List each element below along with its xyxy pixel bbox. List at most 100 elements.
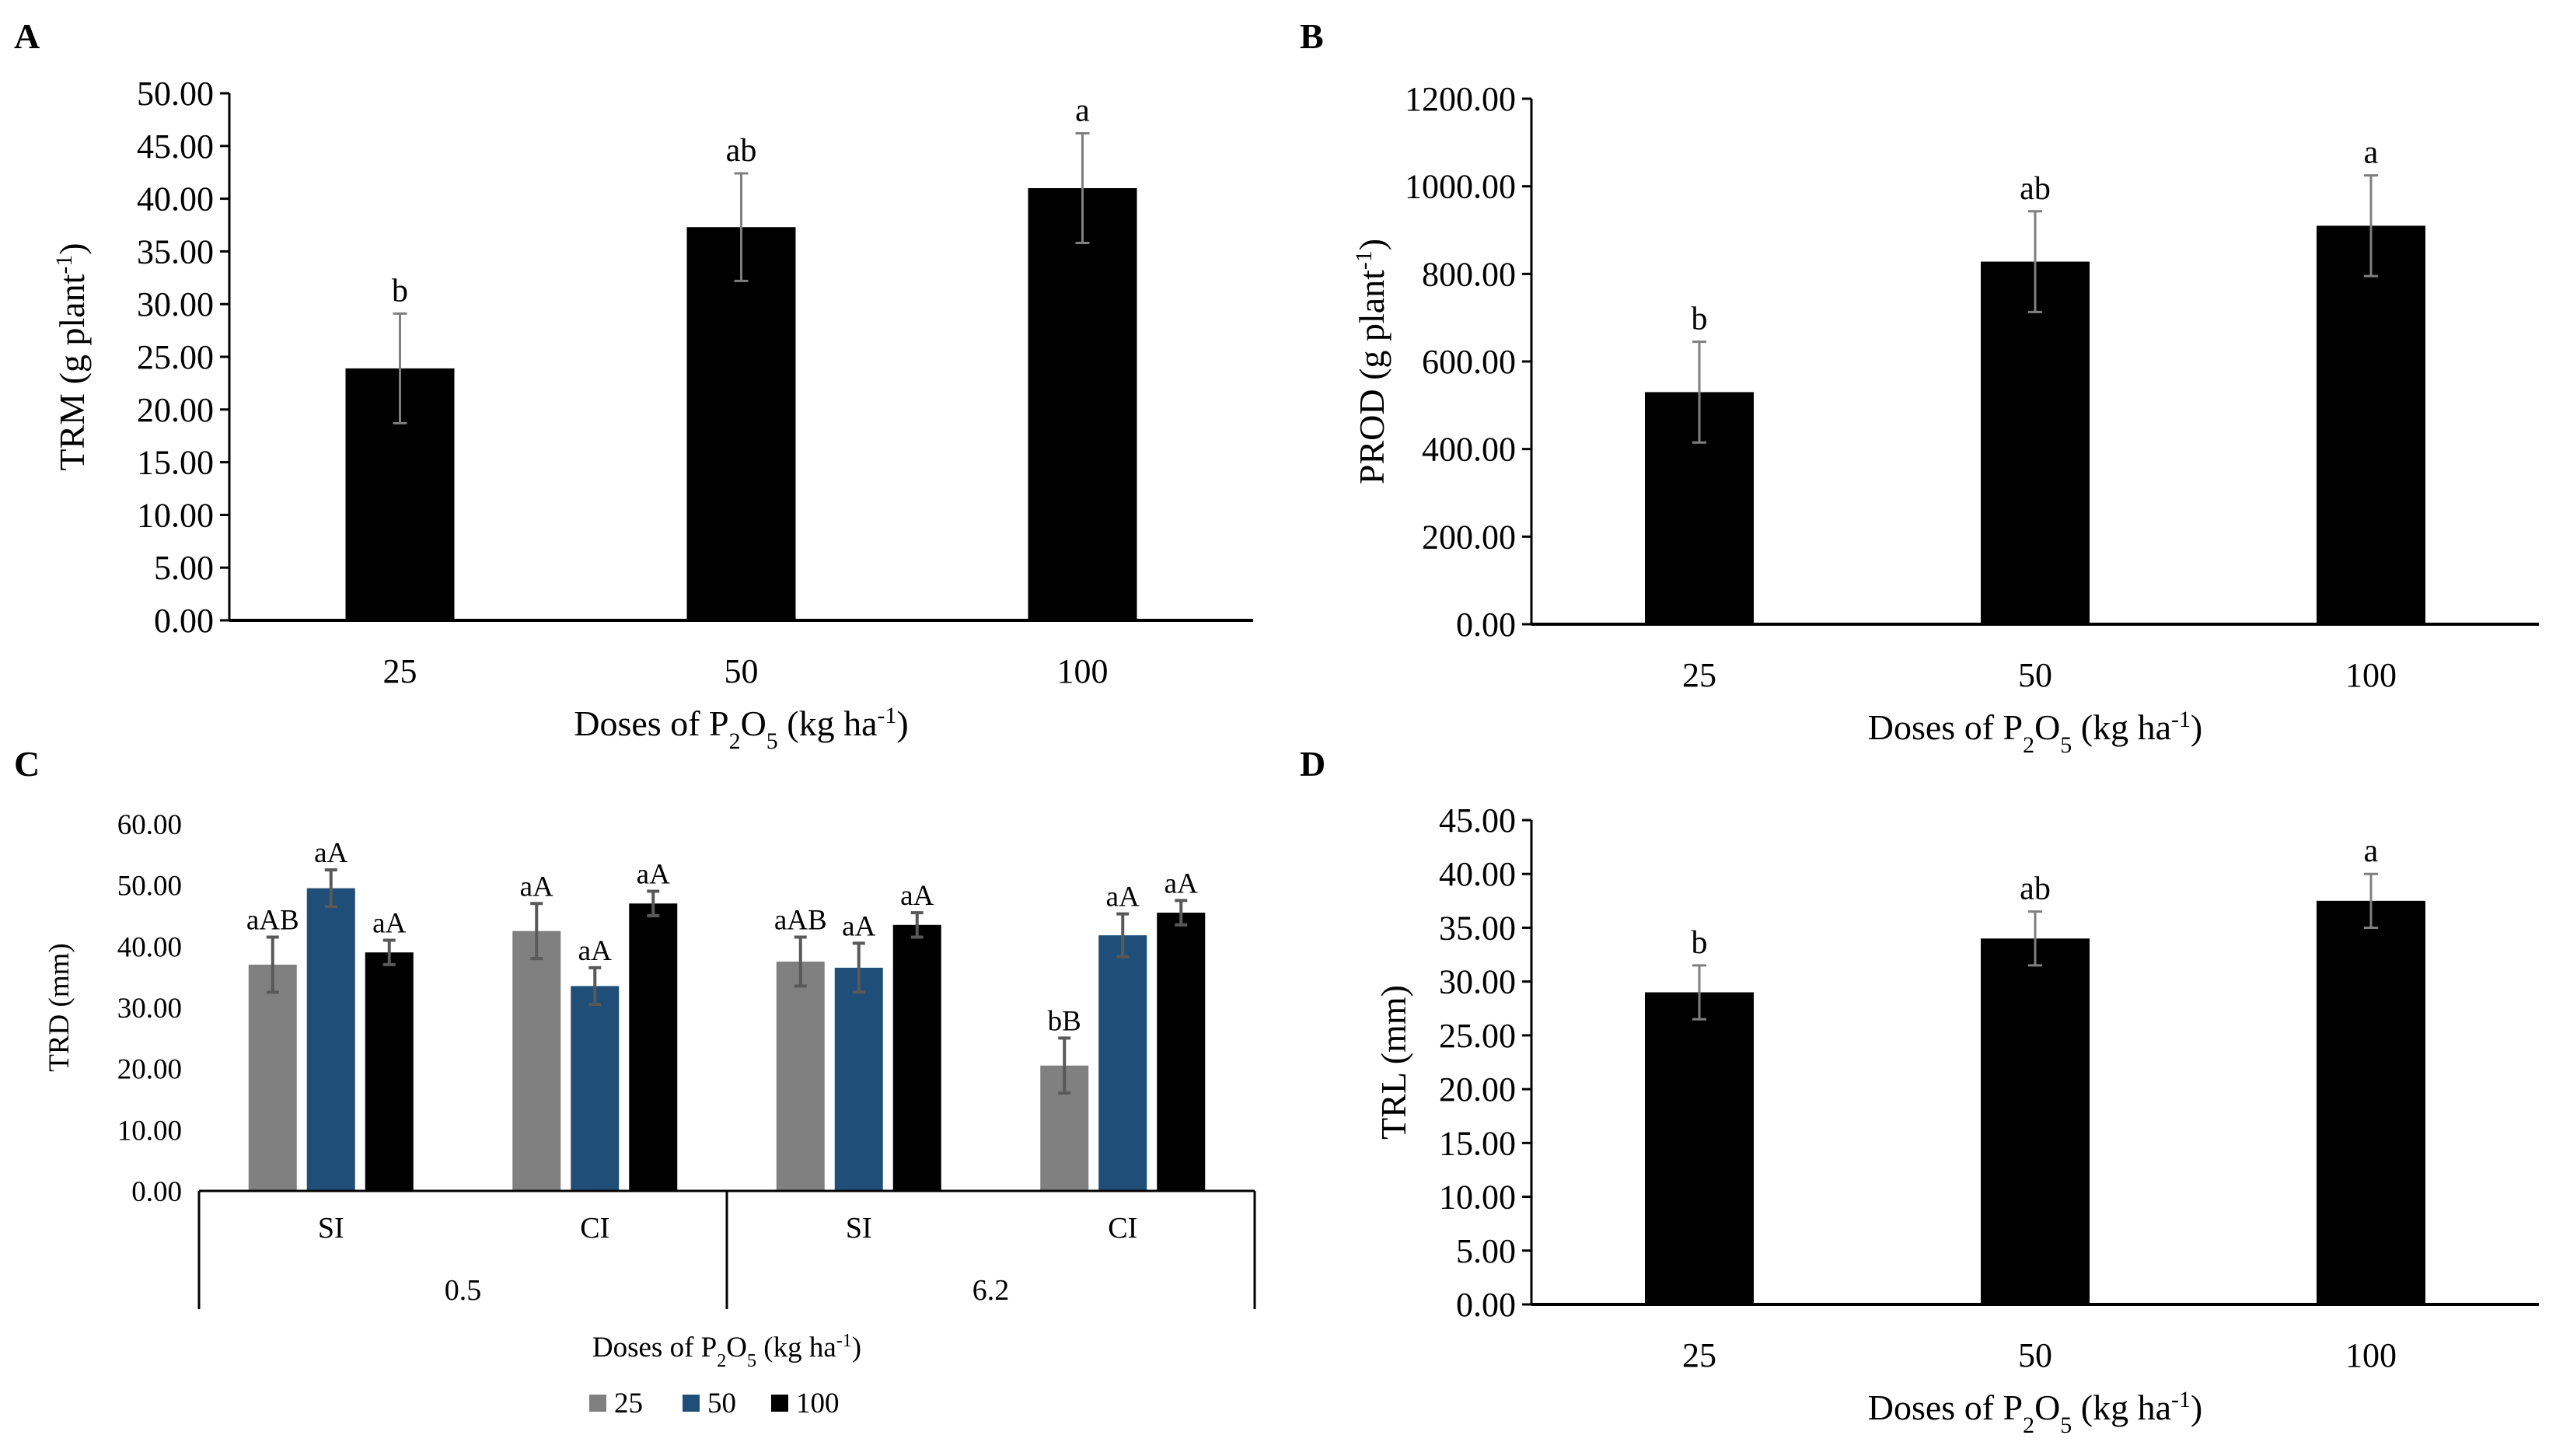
panel-d-error-bar [1692, 964, 1706, 1021]
panel-c-error-bar [1058, 1036, 1071, 1095]
panel-c-significance-label: aA [314, 837, 347, 869]
panel-c-bar-25 [512, 931, 561, 1191]
panel-a-y-tick-label: 25.00 [137, 338, 214, 376]
xlabel-subscript: 2 [729, 728, 741, 754]
legend-swatch-100 [771, 1395, 788, 1412]
panel-b-error-bar [2364, 174, 2378, 278]
xlabel-subscript: 5 [766, 728, 778, 754]
panel-c-bar-100 [1157, 913, 1206, 1191]
panel-a-y-tick-label: 5.00 [154, 549, 214, 587]
panel-b-significance-label: b [1692, 302, 1708, 337]
panel-b-y-tick-label: 400.00 [1422, 431, 1516, 469]
panel-c-y-tick-label: 50.00 [117, 871, 182, 903]
xlabel-subscript: 5 [2060, 1412, 2072, 1438]
panel-d-y-tick-label: 30.00 [1439, 963, 1516, 1001]
panel-a-significance-label: b [392, 273, 408, 309]
legend-label: 50 [707, 1388, 736, 1419]
xlabel-text: O [2034, 1388, 2060, 1427]
panel-d-significance-label: b [1692, 925, 1708, 961]
panel-a-y-tick-label: 45.00 [137, 127, 214, 166]
panel-c-error-bar [1116, 912, 1130, 958]
ylabel-text: ) [52, 243, 92, 254]
panel-a-y-tick-label: 35.00 [137, 232, 214, 271]
panel-c-significance-label: aA [578, 935, 612, 967]
panel-a-y-tick-label: 30.00 [137, 285, 214, 323]
panel-c-error-bar [382, 938, 396, 966]
panel-b-y-tick-label: 0.00 [1456, 606, 1516, 644]
panel-c-bar-50 [1098, 935, 1147, 1191]
panel-c-y-tick-label: 0.00 [131, 1176, 182, 1208]
panel-d-x-axis-label: Doses of P2O5 (kg ha-1) [1868, 1387, 2202, 1438]
panel-b-error-bar [2028, 210, 2042, 313]
panel-b-error-bar [1692, 340, 1706, 444]
panel-b-y-axis-label: PROD (g plant-1) [1351, 239, 1392, 484]
panel-c-bar-50 [306, 888, 355, 1191]
panel-c-error-bar [794, 935, 807, 988]
xlabel-text: ) [2191, 707, 2202, 747]
xlabel-text: (kg ha [2072, 707, 2171, 747]
legend-swatch-50 [683, 1395, 700, 1412]
panel-c-error-bar [910, 911, 924, 939]
xlabel-text: O [2034, 707, 2060, 747]
ylabel-text: PROD (g plant [1352, 270, 1391, 484]
panel-a-bar [686, 227, 796, 620]
panel-c-chart: C 0.00 10.00 20.00 30.00 40.00 50.00 60.00 aAB aA… [14, 744, 1256, 1419]
panel-c-legend: 25 50 100 [589, 1388, 840, 1419]
panel-c-bar-100 [629, 903, 678, 1191]
panel-a-y-tick-label: 0.00 [154, 602, 214, 640]
panel-c-bar-50 [571, 986, 620, 1191]
xlabel-text: Doses of P [1868, 707, 2023, 747]
panel-d-significance-label: ab [2020, 871, 2051, 907]
xlabel-text: ) [2191, 1388, 2202, 1427]
panel-c-bar-25 [248, 964, 297, 1191]
ylabel-text: TRM (g plant [52, 274, 92, 470]
panel-a-y-axis-label: TRM (g plant-1) [51, 243, 93, 470]
panel-c-significance-label: aAB [246, 905, 299, 937]
panel-c-x-subgroup-label: CI [580, 1212, 609, 1245]
panel-d-x-tick-label: 25 [1682, 1336, 1716, 1374]
panel-a-x-tick-label: 50 [725, 652, 759, 690]
panel-c-bar-50 [834, 967, 883, 1191]
xlabel-text: (kg ha [778, 704, 878, 743]
panel-d-y-axis-label: TRL (mm) [1374, 985, 1413, 1140]
panel-b-x-axis-label: Doses of P2O5 (kg ha-1) [1868, 707, 2202, 758]
panel-b-y-tick-label: 1000.00 [1405, 168, 1516, 206]
xlabel-text: Doses of P [574, 704, 728, 743]
panel-a-error-bar [734, 172, 749, 282]
panel-c-y-axis-label: TRD (mm) [44, 943, 75, 1071]
panel-a-x-axis-label: Doses of P2O5 (kg ha-1) [574, 703, 908, 754]
panel-d-y-tick-label: 0.00 [1456, 1286, 1516, 1324]
panel-d-bar [1981, 938, 2090, 1304]
panel-a-chart: A 0.00 5.00 10.00 15.00 20.00 25.00 30.00 35.00 4… [14, 16, 1253, 690]
panel-a-y-tick-label: 20.00 [137, 391, 214, 429]
xlabel-text: ) [896, 704, 908, 743]
panel-c-error-bar [588, 965, 602, 1007]
panel-b-chart: B 0.00 200.00 400.00 600.00 800.00 1000.00 1200… [1300, 16, 2539, 694]
panel-b-y-tick-label: 1200.00 [1405, 80, 1516, 118]
panel-c-significance-label: bB [1048, 1005, 1081, 1037]
panel-c-x-group-label: 6.2 [972, 1274, 1010, 1307]
panel-b-bar [2317, 225, 2425, 624]
xlabel-text: (kg ha [756, 1332, 836, 1363]
panel-c-significance-label: aAB [774, 905, 827, 937]
panel-c-error-bar [1175, 899, 1188, 927]
xlabel-superscript: -1 [878, 703, 897, 728]
panel-c-error-bar [266, 935, 279, 994]
panel-c-bar-100 [892, 924, 941, 1191]
panel-c-significance-label: aA [372, 907, 406, 939]
xlabel-text: O [741, 704, 766, 743]
ylabel-text: TRL (mm) [1374, 985, 1413, 1140]
xlabel-text: Doses of P [592, 1332, 717, 1363]
panel-b-x-tick-label: 25 [1682, 656, 1716, 694]
panel-a-bar [1028, 188, 1137, 621]
panel-a-x-tick-label: 100 [1057, 652, 1109, 690]
panel-c-y-tick-label: 30.00 [117, 993, 182, 1025]
xlabel-superscript: -1 [836, 1331, 852, 1351]
panel-c-y-tick-label: 20.00 [117, 1054, 182, 1086]
xlabel-text: O [726, 1332, 747, 1363]
panel-d-y-tick-label: 25.00 [1439, 1017, 1516, 1055]
xlabel-subscript: 5 [2060, 732, 2072, 758]
panel-c-x-subgroup-label: SI [846, 1212, 872, 1245]
xlabel-text: ) [852, 1332, 861, 1363]
xlabel-text: (kg ha [2072, 1388, 2171, 1427]
